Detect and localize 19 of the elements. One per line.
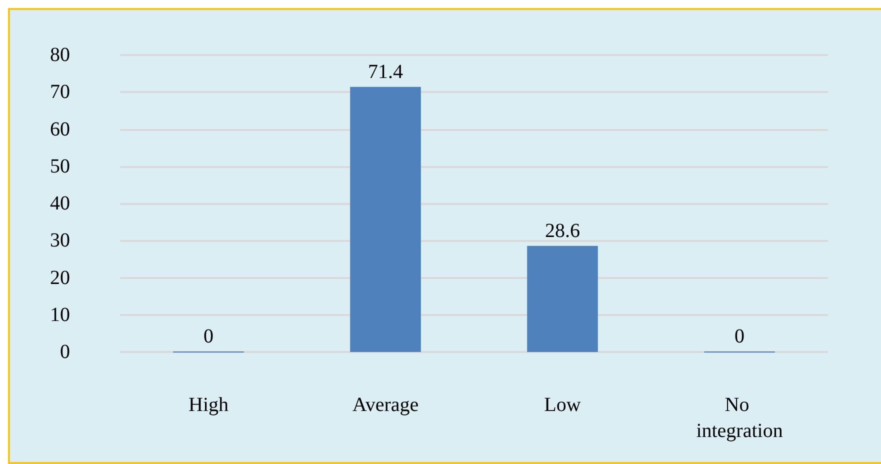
data-label: 0 xyxy=(204,326,214,348)
bar xyxy=(350,86,421,352)
x-tick-label: Average xyxy=(352,394,419,416)
x-tick-label: No integration xyxy=(696,394,783,442)
x-tick-label: High xyxy=(188,394,228,416)
y-tick-label: 80 xyxy=(50,44,70,66)
y-tick-label: 10 xyxy=(50,304,70,326)
data-label: 0 xyxy=(734,326,744,348)
y-tick-label: 40 xyxy=(50,192,70,214)
data-label: 71.4 xyxy=(368,60,403,83)
y-tick-label: 20 xyxy=(50,266,70,289)
y-tick-label: 60 xyxy=(50,118,70,140)
bar xyxy=(527,246,598,352)
y-tick-label: 30 xyxy=(50,230,70,252)
x-tick-label: Low xyxy=(544,394,582,416)
y-tick-label: 70 xyxy=(50,81,70,104)
y-tick-label: 50 xyxy=(50,155,70,178)
y-tick-label: 0 xyxy=(60,341,70,363)
data-label: 28.6 xyxy=(545,220,580,242)
